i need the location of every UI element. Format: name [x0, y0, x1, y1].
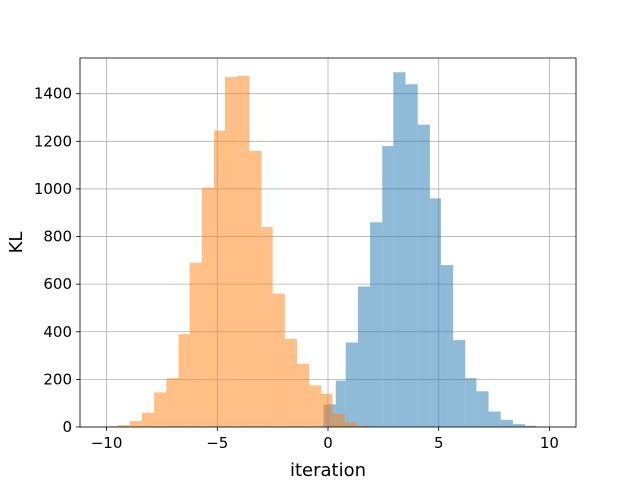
x-axis-label: iteration: [290, 460, 366, 480]
histogram-bar: [117, 425, 130, 427]
y-tick-label: 1200: [34, 132, 72, 150]
grid: [80, 58, 576, 428]
histogram-bar: [335, 380, 346, 427]
x-axis-ticks: −10 −5 0 5 10: [91, 427, 559, 452]
y-axis-ticks: 0 200 400 600 800 1000 1200 1400: [34, 85, 80, 436]
y-tick-label: 0: [62, 418, 72, 436]
histogram-bar: [356, 425, 369, 427]
histogram-bar: [345, 342, 358, 427]
histogram-bar: [417, 124, 430, 427]
histogram-bar: [272, 293, 285, 427]
histogram-bar: [213, 130, 226, 427]
y-axis-label: KL: [6, 232, 27, 254]
y-tick-label: 1000: [34, 180, 72, 198]
histogram-bar: [429, 198, 441, 427]
x-tick-label: 10: [540, 434, 559, 452]
histogram-bar: [249, 150, 262, 427]
histogram-bar: [344, 422, 357, 427]
histogram-bar: [142, 412, 155, 427]
series-1: [104, 75, 369, 428]
histogram-bar: [440, 265, 454, 427]
histogram-bar: [476, 391, 489, 427]
histogram-bar: [357, 286, 371, 427]
histogram-bar: [178, 334, 190, 427]
histogram-bar: [393, 72, 406, 427]
x-tick-label: −5: [206, 434, 228, 452]
histogram-bar: [405, 84, 418, 427]
histogram-bar: [525, 425, 537, 427]
histogram-bar: [453, 340, 466, 427]
histogram-bar: [154, 392, 167, 427]
histogram-bar: [321, 393, 333, 427]
histogram-bar: [261, 227, 273, 427]
histogram-bars: [104, 72, 537, 428]
histogram-bar: [500, 419, 513, 427]
y-tick-label: 400: [43, 323, 72, 341]
histogram-bar: [201, 187, 214, 427]
y-tick-label: 1400: [34, 85, 72, 103]
histogram-bar: [284, 338, 297, 427]
histogram-bar: [382, 146, 394, 428]
histogram-bar: [309, 385, 322, 427]
histogram-bar: [370, 222, 383, 427]
series-0: [323, 72, 537, 428]
x-tick-label: −10: [91, 434, 123, 452]
y-tick-label: 800: [43, 228, 72, 246]
y-tick-label: 600: [43, 275, 72, 293]
histogram-bar: [297, 363, 310, 427]
histogram-bar: [129, 421, 142, 427]
histogram-bar: [488, 411, 501, 427]
x-tick-label: 5: [434, 434, 444, 452]
histogram-bar: [189, 262, 202, 427]
histogram-bar: [332, 413, 345, 427]
histogram-bar: [225, 77, 238, 427]
histogram-bar: [237, 75, 250, 428]
x-tick-label: 0: [323, 434, 333, 452]
histogram-bar: [512, 424, 526, 427]
histogram-bar: [166, 378, 179, 427]
y-tick-label: 200: [43, 370, 72, 388]
histogram-bar: [465, 378, 477, 427]
